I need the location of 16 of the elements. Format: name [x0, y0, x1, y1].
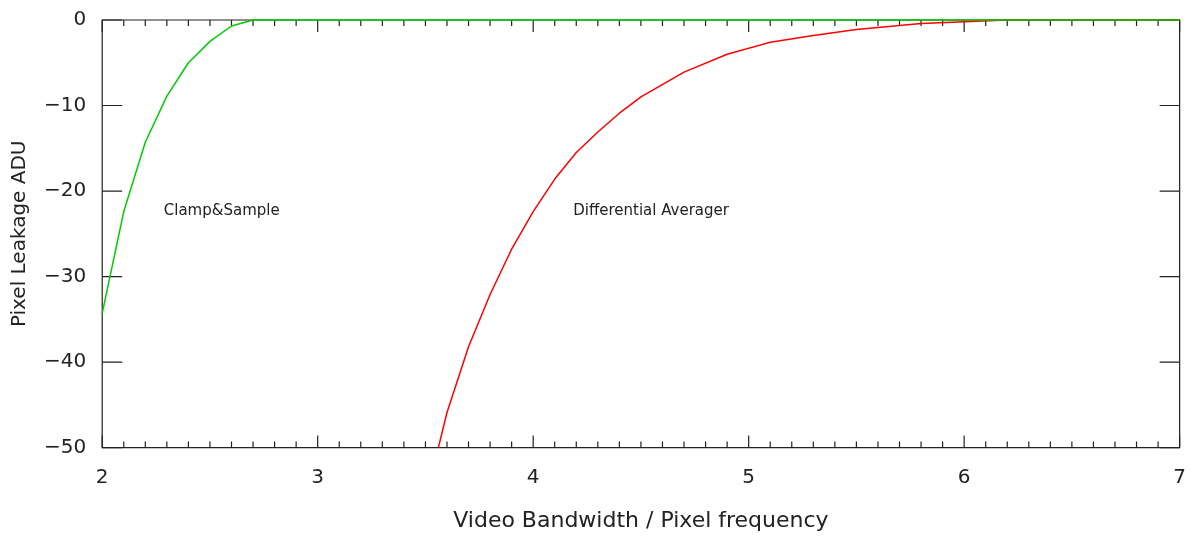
x-tick-label: 7 — [1173, 463, 1186, 488]
x-tick-label: 4 — [526, 463, 540, 488]
x-tick-label: 2 — [95, 463, 109, 488]
y-tick-label: −40 — [43, 348, 87, 373]
y-tick-label: 0 — [73, 6, 87, 31]
x-tick-label: 3 — [311, 463, 325, 488]
y-tick-label: −50 — [43, 433, 87, 458]
x-tick-label: 5 — [742, 463, 756, 488]
x-axis-title: Video Bandwidth / Pixel frequency — [453, 506, 829, 532]
series-label: Differential Averager — [573, 201, 730, 220]
y-tick-label: −20 — [43, 177, 87, 202]
x-tick-label: 6 — [957, 463, 971, 488]
y-tick-label: −10 — [43, 91, 87, 116]
y-axis-title: Pixel Leakage ADU — [6, 140, 31, 328]
text: Clamp&Sample — [163, 201, 280, 220]
y-tick-label: −30 — [43, 262, 87, 287]
